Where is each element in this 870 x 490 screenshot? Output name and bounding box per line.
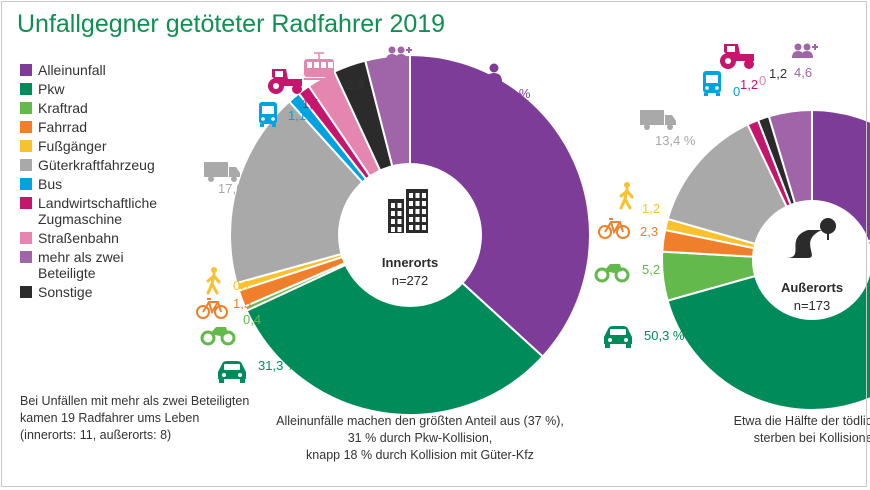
legend-swatch (20, 251, 32, 263)
slice-label: 17,6 % (218, 181, 259, 196)
legend-item: Fußgänger (20, 138, 213, 154)
legend-swatch (20, 286, 32, 298)
legend: Alleinunfall Pkw Kraftrad Fahrrad Fußgänger G… (20, 62, 213, 303)
caption-innerorts: Alleinunfälle machen den größten Anteil … (276, 414, 564, 462)
slice-label: 0,4 (243, 312, 261, 327)
tractor-icon (720, 44, 754, 69)
legend-label: Pkw (38, 81, 65, 97)
slice-label: 1,5 (233, 296, 251, 311)
legend-swatch (20, 197, 32, 209)
slice-label: 50,3 % (644, 328, 685, 343)
legend-swatch (20, 178, 32, 190)
center-count: n=173 (794, 298, 831, 313)
bus-icon (259, 102, 277, 127)
tram-icon (304, 52, 334, 80)
slice-label: 2,9 (346, 77, 364, 92)
slice-label: 1,2 (740, 77, 758, 92)
motorcycle-icon (200, 327, 236, 346)
pedestrian-icon (619, 182, 634, 210)
tractor-icon (268, 69, 302, 94)
legend-label: Fußgänger (38, 138, 107, 154)
legend-label: Kraftrad (38, 100, 88, 116)
page-title: Unfallgegner getöteter Radfahrer 2019 (17, 10, 446, 38)
legend-item: Sonstige (20, 284, 213, 300)
group-icon (386, 46, 412, 61)
legend-label: Sonstige (38, 284, 93, 300)
legend-item: Landwirtschaftliche Zugmaschine (20, 195, 213, 227)
slice-label: 31,3 % (258, 358, 299, 373)
legend-swatch (20, 121, 32, 133)
car-icon (218, 361, 246, 383)
legend-item: mehr als zwei Beteiligte (20, 249, 213, 281)
legend-item: Kraftrad (20, 100, 213, 116)
buildings-icon (388, 189, 428, 233)
pedestrian-icon (206, 267, 221, 295)
donut-chart-innerorts: Innerorts n=272 (229, 53, 591, 416)
legend-item: Güterkraftfahrzeug (20, 157, 213, 173)
caption-ausserorts: Etwa die Hälfte der tödlich verlet: ster… (733, 414, 870, 445)
legend-item: Straßenbahn (20, 230, 213, 246)
slice-label: 0 (733, 84, 740, 99)
car-icon (604, 326, 632, 348)
legend-label: Straßenbahn (38, 230, 119, 246)
footnote: Bei Unfällen mit mehr als zwei Beteiligt… (20, 394, 250, 442)
bicycle-icon (196, 298, 228, 319)
legend-item: Bus (20, 176, 213, 192)
slice-label: 4,6 (794, 65, 812, 80)
legend-label: mehr als zwei Beteiligte (38, 249, 124, 281)
pie-slice (409, 53, 591, 358)
legend-item: Pkw (20, 81, 213, 97)
road-icon (786, 218, 836, 258)
center-count: n=272 (392, 273, 429, 288)
slice-label: 36,8 % (490, 86, 531, 101)
slice-label: 0 (759, 73, 766, 88)
legend-swatch (20, 140, 32, 152)
legend-swatch (20, 232, 32, 244)
legend-swatch (20, 159, 32, 171)
slice-label: 0,7 (233, 278, 251, 293)
truck-icon (640, 110, 676, 130)
legend-label: Landwirtschaftliche Zugmaschine (38, 195, 158, 227)
pie-slice (245, 233, 545, 416)
group-icon (792, 43, 818, 58)
truck-icon (204, 162, 240, 182)
motorcycle-icon (594, 264, 630, 283)
legend-item: Fahrrad (20, 119, 213, 135)
legend-item: Alleinunfall (20, 62, 213, 78)
bus-icon (703, 71, 721, 96)
donut-hole (752, 200, 870, 320)
slice-label: 2,3 (640, 224, 658, 239)
center-label: Außerorts (781, 280, 843, 295)
legend-label: Güterkraftfahrzeug (38, 157, 155, 173)
bicycle-icon (598, 218, 630, 239)
slice-label: 1,2 (769, 66, 787, 81)
donut-chart-ausserorts: Außerorts n=173 (661, 108, 870, 411)
slice-label: 4,0 (376, 68, 394, 83)
slice-label: 1,1 (288, 108, 306, 123)
legend-swatch (20, 83, 32, 95)
slice-label: 1,2 (642, 201, 660, 216)
donut-hole (338, 163, 482, 307)
slice-label: 2,6 (318, 85, 336, 100)
center-label: Innerorts (382, 255, 438, 270)
legend-label: Fahrrad (38, 119, 88, 135)
legend-swatch (20, 102, 32, 114)
slice-label: 13,4 % (655, 133, 696, 148)
legend-label: Bus (38, 176, 63, 192)
person-icon (486, 63, 502, 82)
legend-swatch (20, 64, 32, 76)
legend-label: Alleinunfall (38, 62, 106, 78)
slice-label: 5,2 (642, 262, 660, 277)
slice-label: 1,1 (302, 96, 320, 111)
